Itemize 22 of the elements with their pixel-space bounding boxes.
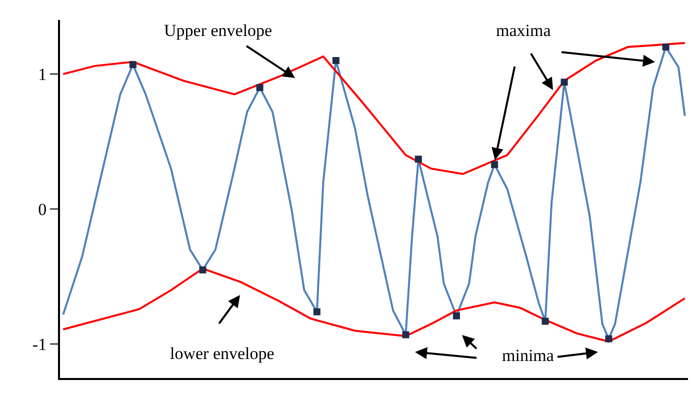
- point: [605, 335, 612, 342]
- point: [491, 161, 498, 168]
- annotation: lower envelope: [170, 344, 274, 363]
- y-tick-label: 1: [38, 64, 47, 84]
- point: [332, 57, 340, 64]
- point: [452, 312, 460, 320]
- point: [256, 84, 264, 92]
- annotation: maxima: [496, 21, 552, 40]
- point: [662, 44, 670, 51]
- point: [199, 266, 206, 274]
- point: [129, 61, 136, 68]
- y-tick-label: -1: [32, 335, 47, 354]
- annotation: Upper envelope: [164, 21, 272, 40]
- y-tick-label: 0: [38, 200, 47, 220]
- point: [402, 331, 410, 338]
- point: [414, 156, 422, 163]
- annotation: minima: [502, 346, 554, 365]
- line-series: [62, 42, 686, 176]
- line-series: [62, 268, 686, 343]
- point: [560, 78, 568, 86]
- point: [542, 318, 549, 325]
- point: [313, 308, 320, 316]
